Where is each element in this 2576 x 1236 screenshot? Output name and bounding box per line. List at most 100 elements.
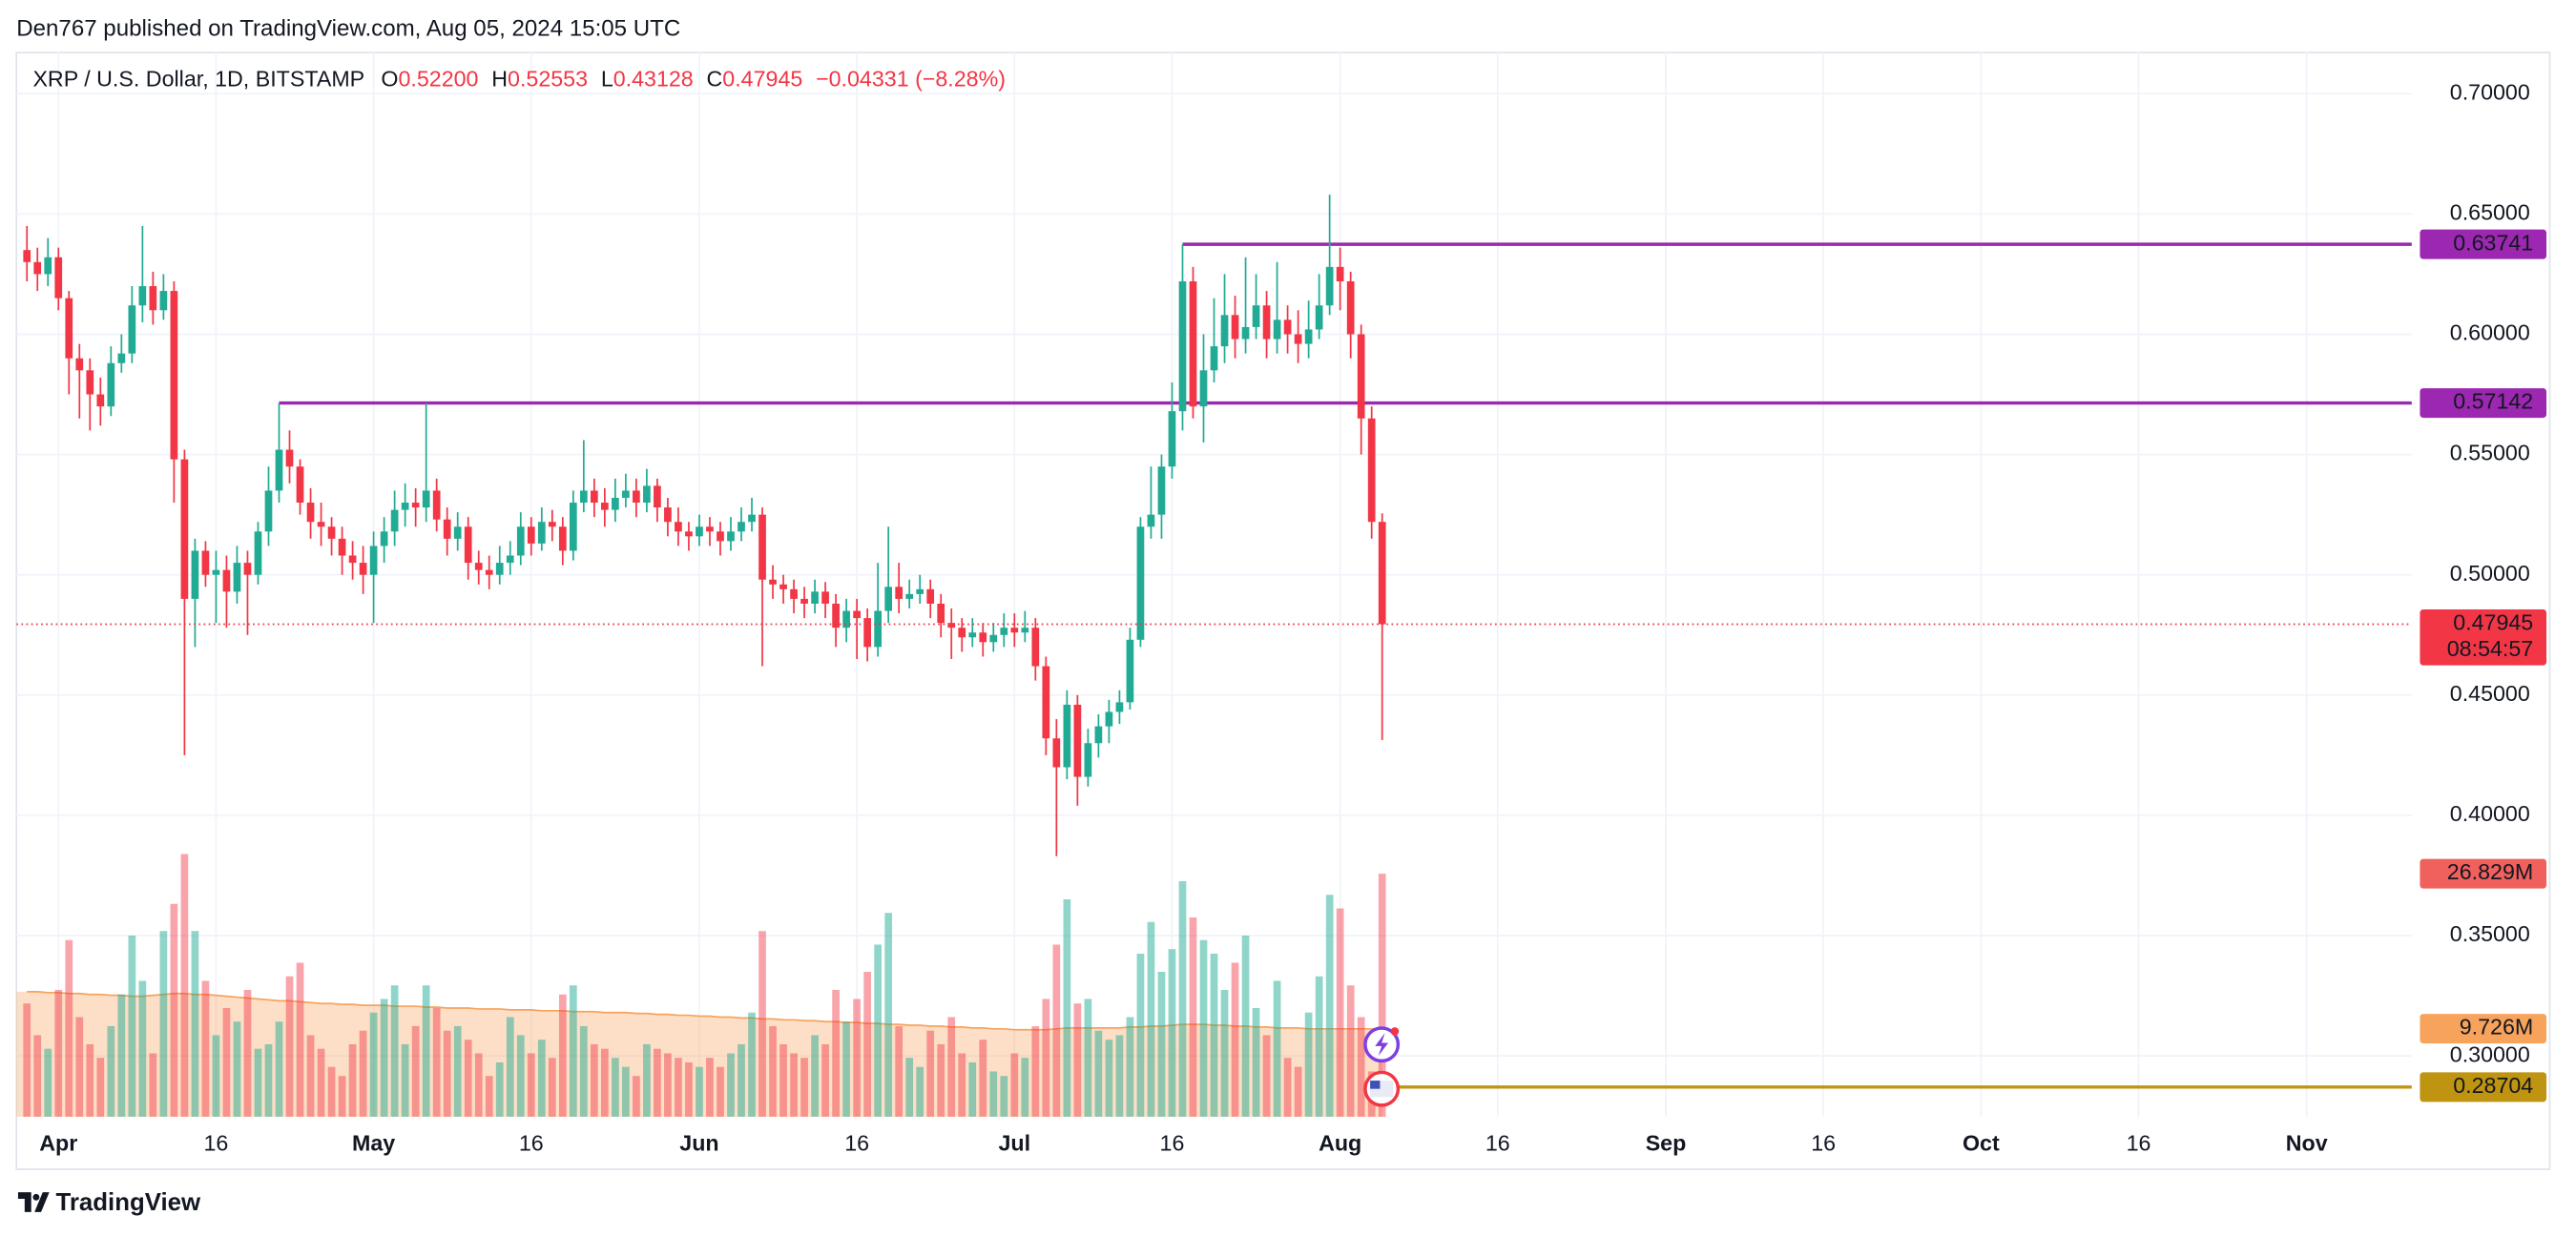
- candle-body: [790, 588, 798, 599]
- chart-frame: [15, 52, 2551, 1170]
- volume-bar: [1073, 1003, 1082, 1117]
- volume-bar: [1294, 1066, 1302, 1117]
- candle-body: [643, 485, 651, 504]
- candle-body: [359, 563, 367, 575]
- volume-bar: [23, 1003, 31, 1117]
- candle-body: [1115, 702, 1124, 712]
- candle-body: [1105, 711, 1113, 727]
- candle-body: [769, 579, 777, 585]
- candle-body: [717, 531, 724, 542]
- volume-bar: [44, 1048, 52, 1117]
- price-tag-label: 0.63741: [2453, 230, 2533, 255]
- candle-body: [1315, 305, 1323, 330]
- candle-body: [33, 261, 42, 275]
- volume-bar: [769, 1025, 777, 1117]
- candle-body: [159, 291, 168, 311]
- volume-bar: [548, 1058, 556, 1117]
- volume-bar: [65, 939, 73, 1117]
- volume-bar: [1094, 1030, 1103, 1117]
- candle-body: [1084, 743, 1092, 777]
- volume-bar: [622, 1066, 630, 1117]
- candle-body: [548, 522, 556, 527]
- volume-bar: [937, 1043, 945, 1117]
- candle-body: [285, 449, 294, 467]
- candle-body: [1220, 315, 1229, 347]
- event-icon-glyph: [1375, 1033, 1389, 1057]
- volume-bar: [643, 1043, 651, 1117]
- candle-body: [338, 538, 346, 556]
- volume-bar: [1357, 1017, 1365, 1117]
- candle-body: [369, 546, 378, 575]
- candle-body: [506, 555, 514, 564]
- volume-bar: [1252, 1007, 1260, 1117]
- candle-body: [968, 632, 977, 638]
- volume-bar: [369, 1012, 378, 1117]
- candle-body: [1126, 639, 1134, 703]
- candle-body: [947, 623, 956, 628]
- volume-bar: [1115, 1035, 1124, 1117]
- candle-body: [1346, 280, 1355, 335]
- volume-bar: [1010, 1053, 1019, 1117]
- volume-bar: [947, 1017, 956, 1117]
- volume-bar: [54, 989, 63, 1117]
- x-tick-label: 16: [844, 1130, 869, 1155]
- price-tag: [2420, 1014, 2547, 1044]
- candle-body: [1241, 326, 1250, 340]
- x-tick-label: 16: [519, 1130, 544, 1155]
- volume-bar: [506, 1017, 514, 1117]
- candle-body: [254, 531, 262, 575]
- candle-body: [1189, 280, 1197, 407]
- candle-body: [863, 618, 871, 648]
- candle-body: [1010, 628, 1019, 633]
- candle-body: [180, 459, 189, 599]
- volume-bar: [558, 994, 567, 1117]
- price-tag: [2420, 1072, 2547, 1102]
- volume-bar: [422, 985, 430, 1117]
- volume-bar: [905, 1058, 914, 1117]
- legend-key: L: [601, 67, 613, 92]
- volume-bar: [811, 1035, 819, 1117]
- y-tick-label: 0.40000: [2450, 801, 2530, 826]
- x-tick-label: Apr: [39, 1130, 77, 1155]
- volume-bar: [222, 1007, 231, 1117]
- candle-body: [1262, 305, 1271, 340]
- candle-body: [821, 591, 829, 604]
- candle-body: [516, 526, 525, 556]
- volume-bar: [170, 903, 178, 1117]
- volume-bar: [1042, 999, 1050, 1117]
- volume-bar: [590, 1043, 598, 1117]
- x-tick-label: Jun: [679, 1130, 718, 1155]
- candle-body: [422, 490, 430, 508]
- volume-bar: [1315, 976, 1323, 1117]
- candle-body: [1178, 280, 1187, 412]
- volume-bar: [527, 1053, 535, 1117]
- volume-bar: [201, 980, 210, 1117]
- volume-bar: [821, 1043, 829, 1117]
- volume-bar: [317, 1048, 325, 1117]
- candle-body: [737, 522, 745, 532]
- candle-body: [612, 497, 619, 510]
- volume-bar: [706, 1058, 714, 1117]
- volume-bar: [348, 1043, 357, 1117]
- price-tag: [2420, 388, 2547, 419]
- volume-bar: [495, 1061, 504, 1117]
- y-tick-label: 0.45000: [2450, 681, 2530, 706]
- candle-body: [443, 519, 451, 539]
- candle-body: [86, 370, 94, 395]
- candle-body: [916, 588, 924, 594]
- candle-body: [758, 514, 766, 580]
- y-tick-label: 0.60000: [2450, 320, 2530, 345]
- legend-change: −0.04331 (−8.28%): [816, 67, 1006, 92]
- x-tick-label: Jul: [999, 1130, 1031, 1155]
- candle-body: [685, 531, 693, 537]
- candle-body: [579, 490, 588, 504]
- volume-bar: [390, 985, 399, 1117]
- candle-body: [54, 257, 63, 299]
- candle-body: [44, 257, 52, 275]
- volume-bar: [275, 1021, 283, 1117]
- candle-body: [1294, 334, 1302, 344]
- candle-body: [654, 485, 661, 508]
- candle-body: [1325, 266, 1334, 306]
- candle-body: [317, 522, 325, 527]
